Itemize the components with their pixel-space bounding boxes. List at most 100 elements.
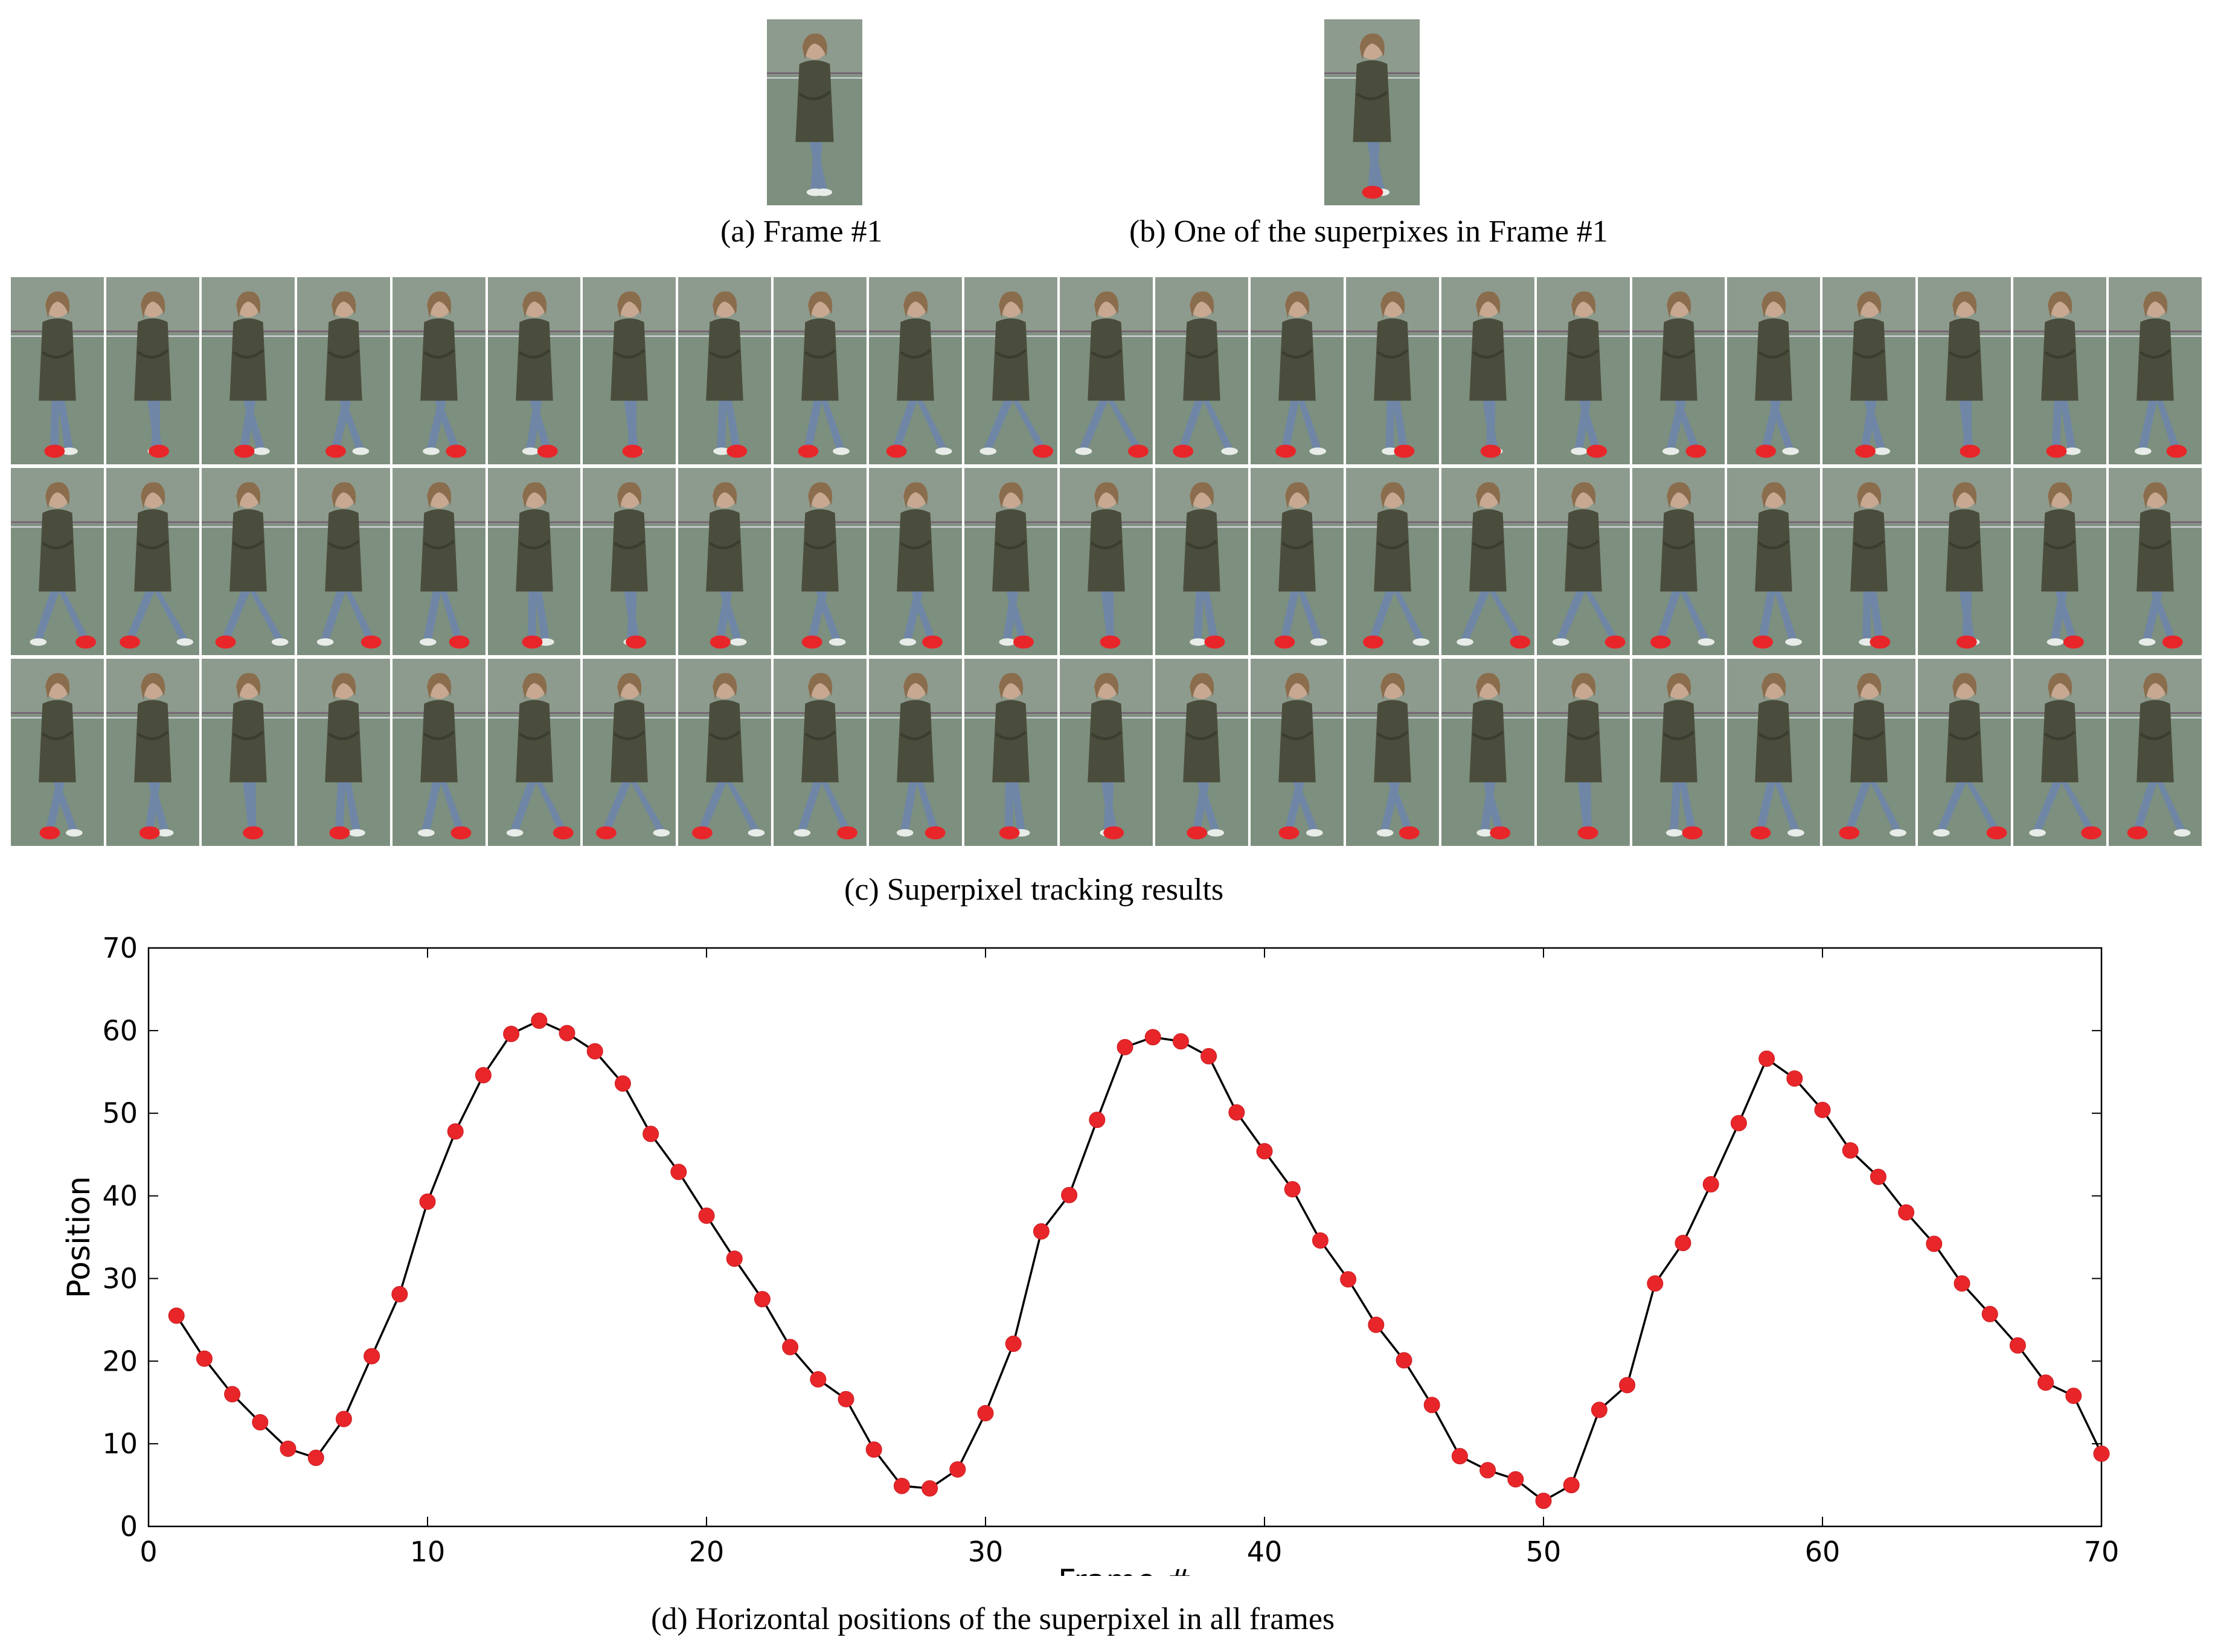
tracking-frame-thumbnail bbox=[869, 468, 963, 655]
tracking-frame-thumbnail bbox=[1250, 277, 1344, 464]
data-point bbox=[1061, 1186, 1078, 1203]
x-tick-label: 30 bbox=[968, 1535, 1004, 1568]
tracking-frame-thumbnail bbox=[1155, 659, 1248, 846]
y-tick-label: 50 bbox=[102, 1097, 138, 1130]
data-point bbox=[2065, 1388, 2082, 1404]
data-point bbox=[475, 1067, 492, 1084]
tracking-frame-thumbnail bbox=[1822, 468, 1916, 655]
x-tick-label: 50 bbox=[1526, 1535, 1562, 1568]
tracking-results-grid bbox=[10, 275, 2203, 848]
tracking-frame-thumbnail bbox=[2109, 277, 2202, 464]
data-point bbox=[391, 1285, 408, 1302]
tracking-frame-thumbnail bbox=[1441, 468, 1534, 655]
data-point bbox=[1507, 1471, 1524, 1488]
tracking-frame-thumbnail bbox=[1250, 468, 1344, 655]
tracking-frame-thumbnail bbox=[297, 277, 390, 464]
tracking-frame-thumbnail bbox=[1060, 468, 1153, 655]
tracking-frame-thumbnail bbox=[2013, 659, 2107, 846]
tracking-frame-thumbnail bbox=[583, 659, 676, 846]
data-point bbox=[1368, 1316, 1385, 1333]
tracking-frame-thumbnail bbox=[869, 659, 963, 846]
data-point bbox=[1256, 1143, 1273, 1160]
data-point bbox=[335, 1410, 352, 1427]
x-tick-label: 40 bbox=[1247, 1535, 1283, 1568]
data-point bbox=[1451, 1448, 1468, 1465]
tracking-frame-thumbnail bbox=[774, 277, 867, 464]
data-point bbox=[782, 1339, 799, 1356]
data-point bbox=[1228, 1104, 1245, 1121]
data-point bbox=[726, 1250, 743, 1267]
data-point bbox=[643, 1125, 659, 1142]
tracking-frame-thumbnail bbox=[11, 659, 104, 846]
data-point bbox=[922, 1480, 938, 1497]
tracking-frame-thumbnail bbox=[1345, 468, 1439, 655]
data-point bbox=[531, 1012, 548, 1029]
data-point bbox=[1842, 1142, 1859, 1159]
data-point bbox=[1926, 1235, 1943, 1252]
tracking-frame-thumbnail bbox=[1060, 659, 1153, 846]
data-point bbox=[698, 1207, 715, 1224]
frame-1-superpixel-image bbox=[1324, 19, 1420, 205]
x-tick-label: 0 bbox=[139, 1535, 157, 1568]
tracking-frame-thumbnail bbox=[964, 659, 1058, 846]
x-tick-label: 60 bbox=[1805, 1535, 1841, 1568]
plot-frame bbox=[147, 947, 2103, 1528]
y-tick-label: 40 bbox=[102, 1180, 138, 1212]
data-point bbox=[1340, 1271, 1357, 1288]
data-point bbox=[1563, 1477, 1580, 1494]
data-point bbox=[1423, 1397, 1440, 1413]
tracking-frame-thumbnail bbox=[774, 659, 867, 846]
data-point bbox=[252, 1414, 269, 1431]
data-point bbox=[1200, 1048, 1217, 1065]
data-point bbox=[1591, 1401, 1608, 1418]
tracking-frame-thumbnail bbox=[1822, 277, 1916, 464]
data-point bbox=[168, 1307, 185, 1324]
position-series-line bbox=[175, 1019, 2103, 1502]
tracking-frame-thumbnail bbox=[1536, 277, 1630, 464]
data-point bbox=[1144, 1029, 1161, 1046]
data-point bbox=[670, 1164, 687, 1180]
data-point bbox=[1619, 1377, 1636, 1394]
data-point bbox=[1702, 1176, 1719, 1193]
data-point bbox=[1870, 1168, 1886, 1185]
y-tick-label: 60 bbox=[102, 1014, 138, 1047]
data-point bbox=[364, 1348, 380, 1365]
data-point bbox=[977, 1405, 994, 1422]
tracking-frame-thumbnail bbox=[1060, 277, 1153, 464]
tracking-frame-thumbnail bbox=[2109, 659, 2202, 846]
tracking-frame-thumbnail bbox=[11, 468, 104, 655]
tracking-frame-thumbnail bbox=[487, 659, 581, 846]
y-tick-label: 10 bbox=[102, 1427, 138, 1460]
data-point bbox=[1786, 1070, 1803, 1087]
tracking-frame-thumbnail bbox=[1918, 468, 2011, 655]
y-tick-label: 20 bbox=[102, 1345, 138, 1377]
data-point bbox=[419, 1193, 436, 1210]
x-axis-label: Frame # bbox=[1058, 1563, 1192, 1576]
y-tick-label: 0 bbox=[120, 1510, 138, 1543]
tracking-frame-thumbnail bbox=[774, 468, 867, 655]
y-axis-label: Position bbox=[61, 1176, 97, 1298]
data-point bbox=[1284, 1181, 1301, 1198]
tracking-frame-thumbnail bbox=[1918, 659, 2011, 846]
tracking-frame-thumbnail bbox=[1155, 468, 1248, 655]
tracking-frame-thumbnail bbox=[1250, 659, 1344, 846]
tracking-frame-thumbnail bbox=[1822, 659, 1916, 846]
tracking-frame-thumbnail bbox=[1727, 659, 1821, 846]
data-point bbox=[1089, 1112, 1106, 1129]
tracking-frame-thumbnail bbox=[1155, 277, 1248, 464]
data-point bbox=[2037, 1374, 2054, 1391]
data-point bbox=[1647, 1275, 1664, 1292]
data-point bbox=[2093, 1446, 2110, 1462]
data-point bbox=[838, 1391, 854, 1407]
tracking-frame-thumbnail bbox=[678, 468, 772, 655]
tracking-frame-thumbnail bbox=[487, 468, 581, 655]
tracking-frame-thumbnail bbox=[964, 277, 1058, 464]
tracking-frame-thumbnail bbox=[297, 659, 390, 846]
data-point bbox=[503, 1025, 520, 1042]
data-point bbox=[1172, 1033, 1189, 1050]
tracking-frame-thumbnail bbox=[201, 659, 295, 846]
data-point bbox=[1814, 1101, 1831, 1118]
tracking-frame-thumbnail bbox=[1536, 659, 1630, 846]
data-point bbox=[893, 1478, 910, 1494]
tracking-frame-thumbnail bbox=[2013, 277, 2107, 464]
